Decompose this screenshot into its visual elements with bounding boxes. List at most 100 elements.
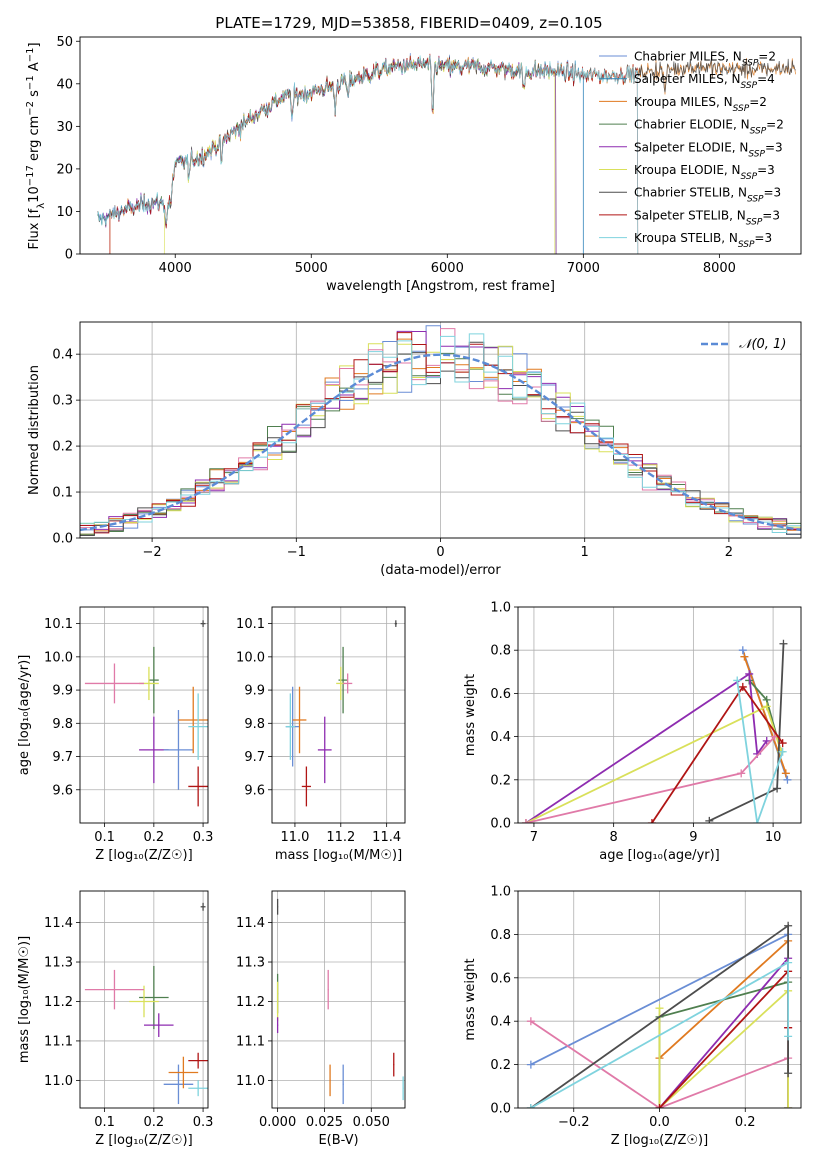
- plot-area: [276, 898, 404, 1105]
- x-tick-label: 7000: [567, 261, 600, 276]
- series-marker: [738, 646, 747, 655]
- y-label-part: −1: [25, 75, 36, 90]
- series-marker: [740, 652, 749, 661]
- series-marker: [779, 639, 788, 648]
- series-marker: [526, 1104, 535, 1108]
- y-tick-label: 0.0: [490, 817, 511, 832]
- y-tick-label: 0.2: [490, 773, 511, 788]
- y-tick-label: 9.7: [52, 750, 73, 765]
- series-line: [658, 955, 789, 1108]
- axes-frame: [271, 890, 406, 1109]
- series-marker: [738, 682, 747, 691]
- axes-spectrum: 4000 5000 6000 7000 8000 0 10 20 30 40 50 wavelengt…: [25, 14, 802, 294]
- legend-name: Chabrier ELODIE, N: [634, 118, 750, 132]
- series-marker: [762, 736, 771, 745]
- y-axis-label: Flux [fλ10−17 erg cm−2 s−1 A−1]: [25, 42, 47, 249]
- chart-title: PLATE=1729, MJD=53858, FIBERID=0409, z=0…: [215, 14, 602, 32]
- y-label-part: s: [27, 90, 42, 101]
- series-marker: [784, 921, 793, 930]
- axes-age-vs-Z: 0.1 0.2 0.3 9.6 9.7 9.8 9.9 10.0 10.1 Z [log₁₀(Z/…: [17, 606, 214, 863]
- y-tick-label: 0.0: [52, 532, 73, 547]
- legend-sub: SSP: [741, 81, 758, 91]
- legend-value: =3: [754, 231, 772, 245]
- series-marker: [521, 819, 530, 823]
- series-marker: [784, 958, 793, 967]
- legend-value: =4: [757, 72, 775, 86]
- y-tick-label: 1.0: [490, 885, 511, 900]
- y-tick-label: 11.0: [44, 1074, 73, 1089]
- axes-mass-vs-EBV: 0.000 0.025 0.050 11.0 11.1 11.2 11.3 11.4 E(B-V…: [236, 890, 406, 1148]
- series-marker: [737, 769, 746, 778]
- x-tick-label: 0.2: [735, 1115, 756, 1130]
- y-tick-label: 10.1: [44, 617, 73, 632]
- x-axis-label: wavelength [Angstrom, rest frame]: [326, 279, 555, 294]
- legend-label: Chabrier MILES, NSSP=2: [634, 50, 776, 69]
- y-tick-label: 1.0: [490, 601, 511, 616]
- plot-area: [526, 921, 793, 1108]
- series-line: [525, 672, 768, 823]
- x-tick-label: 0.000: [259, 1115, 296, 1130]
- x-tick-label: 6000: [431, 261, 464, 276]
- y-tick-label: 9.9: [52, 684, 73, 699]
- legend-value: =3: [757, 163, 775, 177]
- x-tick-label: 4000: [159, 261, 192, 276]
- series-marker: [783, 775, 792, 784]
- legend-label: Chabrier ELODIE, NSSP=2: [634, 118, 784, 137]
- legend-name: Kroupa STELIB, N: [634, 231, 738, 245]
- y-tick-label: 9.6: [52, 783, 73, 798]
- y-tick-label: 0.8: [490, 644, 511, 659]
- x-tick-label: 0.3: [193, 1115, 214, 1130]
- legend-sub: SSP: [742, 59, 759, 69]
- y-label-part: −17: [25, 165, 36, 186]
- plot-area: [84, 902, 208, 1105]
- y-tick-label: 10.0: [44, 650, 73, 665]
- axes-frame: [271, 606, 406, 824]
- series-marker: [762, 702, 771, 711]
- x-tick-label: 0.0: [649, 1115, 670, 1130]
- x-tick-label: −0.2: [558, 1115, 590, 1130]
- plot-area: [97, 52, 796, 254]
- axes-mass-weight-vs-age: 7 8 9 10 0.0 0.2 0.4 0.6 0.8 1.0 age [log₁₀(age/yr…: [463, 601, 802, 863]
- legend-sub: SSP: [747, 195, 764, 205]
- y-label-part: −1: [25, 48, 36, 63]
- legend-label: Salpeter ELODIE, NSSP=3: [634, 140, 783, 159]
- y-tick-label: 11.1: [236, 1034, 265, 1049]
- series-line: [658, 980, 789, 1108]
- y-tick-label: 11.0: [236, 1074, 265, 1089]
- series-marker: [745, 669, 754, 678]
- series-marker: [784, 1032, 793, 1041]
- legend-name: Chabrier STELIB, N: [634, 186, 747, 200]
- x-axis-label: Z [log₁₀(Z/Z☉)]: [95, 1133, 192, 1148]
- axes-frame: [79, 606, 209, 824]
- y-tick-label: 0.1: [52, 486, 73, 501]
- plot-area: [285, 620, 397, 807]
- spectrum-line: [163, 55, 556, 254]
- series-marker: [773, 784, 782, 793]
- y-tick-label: 0.4: [490, 1015, 511, 1030]
- y-axis-label: Normed distribution: [27, 365, 42, 495]
- series-marker: [526, 1017, 535, 1026]
- legend-name: Chabrier MILES, N: [634, 50, 742, 64]
- y-tick-label: 0.2: [490, 1058, 511, 1073]
- series-marker: [733, 676, 742, 685]
- y-tick-label: 11.3: [236, 956, 265, 971]
- y-tick-label: 11.4: [44, 916, 73, 931]
- y-label-part: λ: [36, 203, 47, 209]
- x-tick-label: 0.3: [193, 830, 214, 845]
- legend-name: Kroupa ELODIE, N: [634, 163, 741, 177]
- axes-frame: [79, 890, 209, 1109]
- x-tick-label: −1: [287, 545, 306, 560]
- x-axis-label: (data-model)/error: [380, 563, 501, 578]
- y-tick-label: 9.9: [244, 684, 265, 699]
- y-tick-label: 9.6: [244, 783, 265, 798]
- y-tick-label: 11.1: [44, 1034, 73, 1049]
- x-tick-label: 0: [436, 545, 444, 560]
- plot-area: [84, 620, 208, 807]
- x-axis-label: Z [log₁₀(Z/Z☉)]: [95, 848, 192, 863]
- plot-area: [80, 325, 801, 536]
- legend-name: Salpeter STELIB, N: [634, 208, 746, 222]
- legend-value: =2: [758, 50, 776, 64]
- series-marker: [705, 816, 714, 823]
- y-tick-label: 11.4: [236, 916, 265, 931]
